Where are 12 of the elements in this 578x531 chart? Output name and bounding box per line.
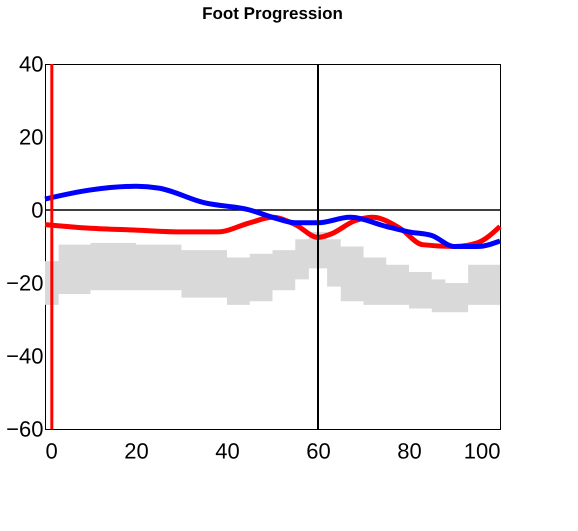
chart-title: Foot Progression — [202, 4, 343, 23]
y-tick-label: −60 — [6, 416, 44, 442]
x-tick-label: 20 — [124, 438, 149, 464]
y-tick-label: −40 — [6, 344, 44, 368]
x-tick-label: 100 — [464, 438, 500, 464]
x-tick-label: 80 — [397, 438, 422, 464]
y-tick-label: −20 — [6, 270, 44, 296]
y-tick-label: 20 — [19, 124, 44, 150]
y-tick-label: 0 — [31, 198, 44, 222]
x-tick-label: 40 — [215, 438, 240, 464]
x-tick-label: 60 — [306, 438, 331, 464]
y-tick-label: 40 — [19, 52, 44, 76]
